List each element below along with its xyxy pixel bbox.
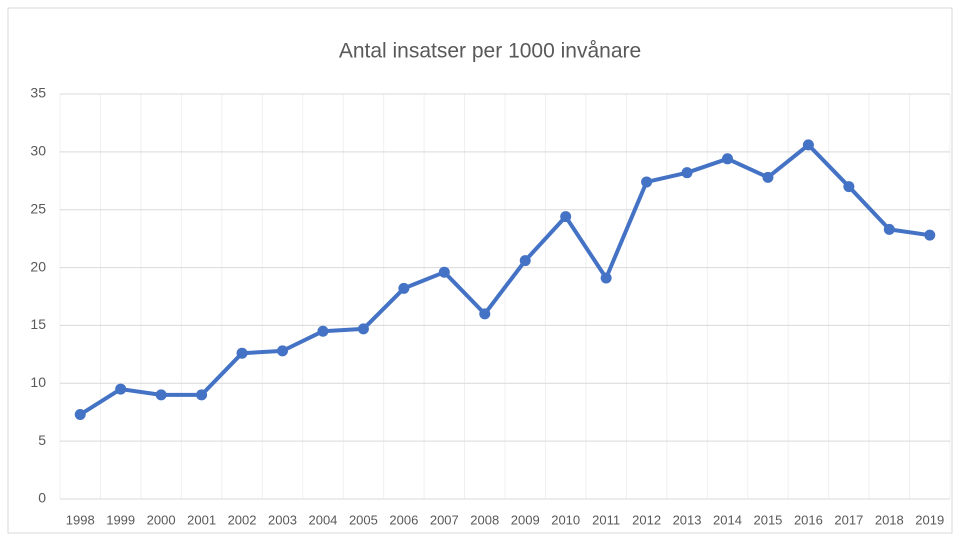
data-point xyxy=(802,139,814,151)
data-point xyxy=(438,266,450,278)
y-tick-label: 35 xyxy=(30,85,46,101)
data-point xyxy=(155,389,167,401)
y-tick-label: 25 xyxy=(30,200,46,216)
x-tick-label: 1999 xyxy=(106,512,135,527)
data-point xyxy=(317,325,329,337)
x-tick-label: 2005 xyxy=(349,512,378,527)
x-tick-label: 2019 xyxy=(915,512,944,527)
x-tick-label: 2008 xyxy=(470,512,499,527)
x-tick-label: 2017 xyxy=(834,512,863,527)
data-point xyxy=(357,323,369,335)
data-point xyxy=(196,389,208,401)
x-tick-label: 2004 xyxy=(308,512,337,527)
x-tick-label: 2011 xyxy=(592,512,620,527)
x-tick-label: 2016 xyxy=(794,512,823,527)
x-tick-label: 2006 xyxy=(389,512,418,527)
y-tick-label: 20 xyxy=(30,258,46,274)
y-tick-label: 30 xyxy=(30,143,46,159)
x-tick-label: 2012 xyxy=(632,512,661,527)
x-tick-label: 2013 xyxy=(673,512,702,527)
y-tick-label: 15 xyxy=(30,316,46,332)
data-point xyxy=(115,383,127,395)
data-point xyxy=(560,211,572,223)
y-tick-label: 0 xyxy=(38,490,46,506)
x-tick-label: 2010 xyxy=(551,512,580,527)
data-point xyxy=(722,153,733,165)
data-point xyxy=(479,308,491,320)
data-point xyxy=(843,181,855,193)
data-point xyxy=(681,167,693,179)
data-point xyxy=(600,272,612,284)
data-point xyxy=(883,223,895,235)
x-tick-label: 2001 xyxy=(187,512,216,527)
x-tick-label: 2015 xyxy=(753,512,782,527)
x-tick-label: 2014 xyxy=(713,512,742,527)
y-tick-label: 5 xyxy=(38,432,46,448)
x-tick-label: 1998 xyxy=(66,512,95,527)
data-point xyxy=(236,347,248,359)
data-point xyxy=(519,255,531,267)
x-tick-label: 2000 xyxy=(147,512,176,527)
chart-border xyxy=(7,7,953,534)
data-point xyxy=(74,409,86,421)
x-tick-label: 2009 xyxy=(511,512,540,527)
data-line xyxy=(79,142,931,417)
x-tick-label: 2018 xyxy=(875,512,904,527)
data-point xyxy=(924,229,936,241)
data-point xyxy=(398,282,410,294)
data-point xyxy=(277,345,288,357)
x-tick-label: 2002 xyxy=(228,512,257,527)
chart-title: Antal insatser per 1000 invånare xyxy=(339,40,641,63)
x-tick-label: 2003 xyxy=(268,512,297,527)
data-point xyxy=(762,171,774,183)
data-point xyxy=(641,176,653,188)
x-tick-label: 2007 xyxy=(430,512,459,527)
y-tick-label: 10 xyxy=(30,374,46,390)
